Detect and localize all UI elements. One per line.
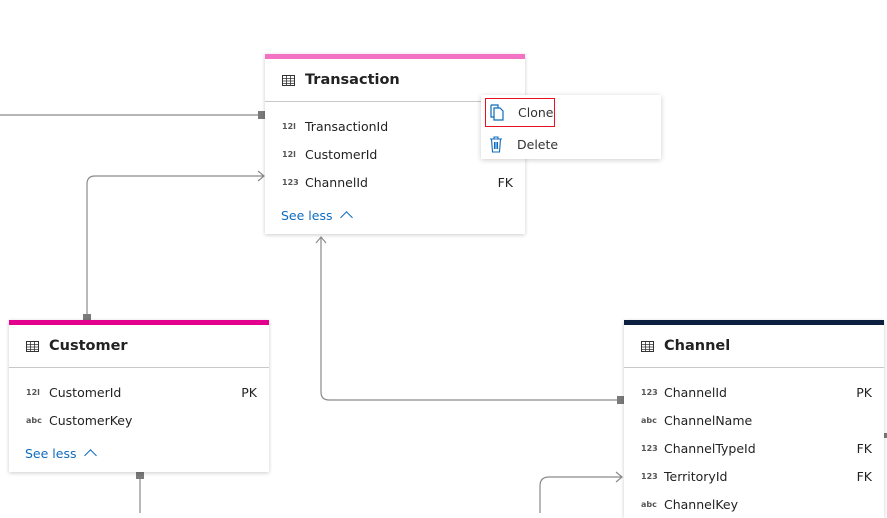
column-row[interactable]: abc ChannelKey <box>624 490 884 518</box>
arrow-head <box>257 170 265 182</box>
data-type-icon: 12l <box>26 387 40 397</box>
data-type-icon: 12l <box>282 149 296 159</box>
key-badge: PK <box>241 384 257 400</box>
key-badge: FK <box>856 440 872 456</box>
table-accent-bar <box>265 54 525 59</box>
key-badge: FK <box>856 468 872 484</box>
column-name: TransactionId <box>305 118 389 134</box>
table-card-customer[interactable]: Customer 12l CustomerId PK abc CustomerKey See… <box>9 320 269 472</box>
column-name: ChannelKey <box>664 496 738 512</box>
data-type-icon: 123 <box>641 443 658 453</box>
table-icon <box>26 340 39 352</box>
data-type-icon: abc <box>26 415 42 425</box>
connector-handle <box>884 433 887 438</box>
column-row[interactable]: 12l TransactionId <box>265 112 525 140</box>
table-title: Customer <box>49 338 128 354</box>
column-name: ChannelName <box>664 412 753 428</box>
table-icon <box>641 340 654 352</box>
column-name: ChannelId <box>305 174 368 190</box>
data-type-icon: abc <box>641 415 657 425</box>
column-name: CustomerKey <box>49 412 133 428</box>
relationship-line <box>320 238 620 401</box>
data-type-icon: abc <box>641 499 657 509</box>
column-row[interactable]: 123 ChannelId PK <box>624 378 884 406</box>
chevron-up-icon <box>84 449 98 462</box>
see-less-label: See less <box>25 445 77 461</box>
clone-menu-item[interactable]: Clone <box>485 98 555 127</box>
table-header[interactable]: Transaction <box>265 59 525 102</box>
chevron-up-icon <box>340 211 354 224</box>
column-name: CustomerId <box>305 146 378 162</box>
clone-label: Clone <box>518 105 554 120</box>
see-less-button[interactable]: See less <box>9 434 269 472</box>
column-name: ChannelId <box>664 384 727 400</box>
table-title: Transaction <box>305 72 400 88</box>
column-row[interactable]: 12l CustomerId PK <box>9 378 269 406</box>
table-accent-bar <box>9 320 269 325</box>
see-less-label: See less <box>281 207 333 223</box>
column-name: ChannelTypeId <box>664 440 756 456</box>
table-icon <box>282 74 295 86</box>
arrow-head <box>615 471 623 483</box>
trash-icon <box>489 136 505 153</box>
column-row[interactable]: 123 ChannelId FK <box>265 168 525 196</box>
key-badge: FK <box>497 174 513 190</box>
see-less-button[interactable]: See less <box>265 196 525 234</box>
column-name: CustomerId <box>49 384 122 400</box>
relationship-line <box>86 175 264 318</box>
delete-menu-item[interactable]: Delete <box>485 131 558 158</box>
delete-label: Delete <box>517 137 559 152</box>
data-type-icon: 123 <box>282 177 299 187</box>
data-type-icon: 123 <box>641 471 658 481</box>
table-header[interactable]: Customer <box>9 325 269 368</box>
connector-handle <box>136 472 144 479</box>
connector-handle <box>83 314 91 321</box>
column-name: TerritoryId <box>664 468 728 484</box>
table-accent-bar <box>624 320 884 325</box>
arrow-head <box>315 236 327 244</box>
connector-handle <box>258 111 265 119</box>
relationship-line <box>539 476 622 513</box>
table-title: Channel <box>664 338 731 354</box>
column-row[interactable]: 12l CustomerId <box>265 140 525 168</box>
column-row[interactable]: abc ChannelName <box>624 406 884 434</box>
key-badge: PK <box>856 384 872 400</box>
table-card-channel[interactable]: Channel 123 ChannelId PK abc ChannelName 123 Ch… <box>624 320 884 518</box>
column-row[interactable]: 123 ChannelTypeId FK <box>624 434 884 462</box>
copy-icon <box>490 104 506 121</box>
connector-handle <box>617 396 624 404</box>
data-type-icon: 12l <box>282 121 296 131</box>
column-row[interactable]: abc CustomerKey <box>9 406 269 434</box>
data-type-icon: 123 <box>641 387 658 397</box>
column-row[interactable]: 123 TerritoryId FK <box>624 462 884 490</box>
context-menu: Clone Delete <box>481 95 661 159</box>
table-header[interactable]: Channel <box>624 325 884 368</box>
